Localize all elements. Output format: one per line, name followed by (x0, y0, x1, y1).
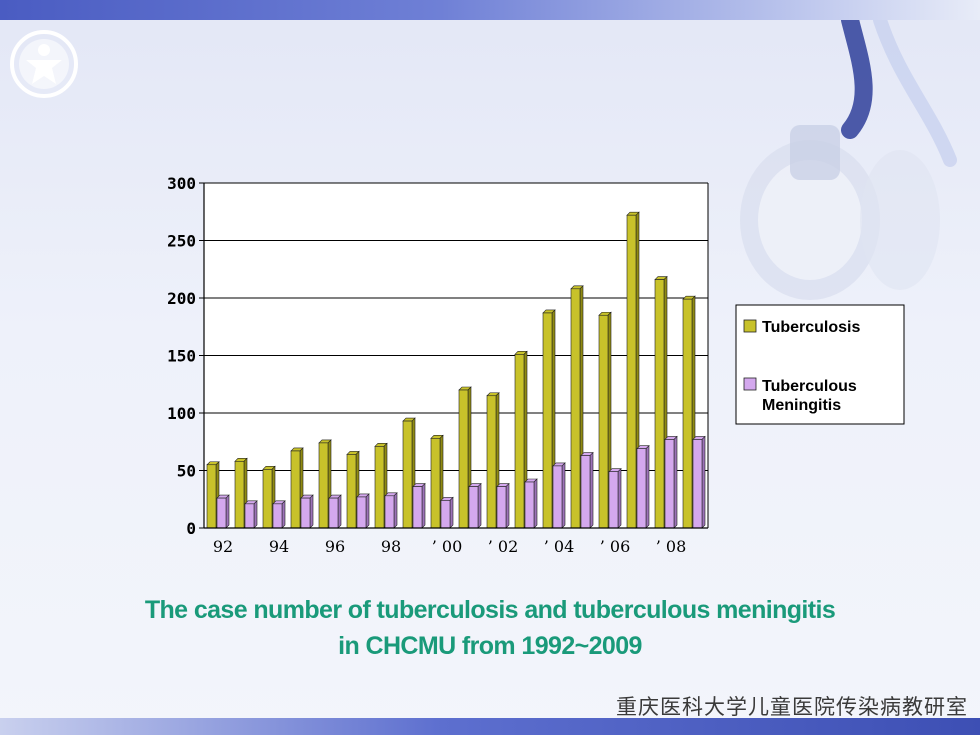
x-tick-label: ’ 06 (600, 537, 631, 556)
legend-label-tuberculosis: Tuberculosis (762, 319, 860, 336)
y-tick-label: 300 (167, 174, 196, 193)
x-tick-label: ’ 04 (544, 537, 575, 556)
bar-tuberculous-meningitis (580, 451, 594, 529)
bar-tuberculous-meningitis (692, 435, 706, 529)
chart-caption-line-1: The case number of tuberculosis and tube… (144, 596, 836, 624)
top-banner-bar (0, 0, 980, 20)
bar-tuberculous-meningitis (608, 467, 622, 529)
y-tick-label: 250 (167, 232, 196, 251)
x-tick-label: ’ 02 (488, 537, 519, 556)
bar-tuberculous-meningitis (216, 494, 230, 529)
bar-tuberculous-meningitis (244, 500, 258, 529)
bottom-banner-bar (0, 718, 980, 735)
x-tick-label: 98 (381, 537, 401, 556)
chart-caption-line-2: in CHCMU from 1992~2009 (338, 632, 642, 660)
bar-tuberculous-meningitis (468, 482, 482, 529)
department-footer: 重庆医科大学儿童医院传染病教研室 (616, 695, 968, 719)
bar-tuberculous-meningitis (356, 493, 370, 529)
legend-swatch-tuberculous-meningitis (743, 377, 757, 391)
stethoscope-icon (740, 20, 957, 300)
bar-tuberculous-meningitis (524, 478, 538, 529)
bar-tuberculous-meningitis (552, 462, 566, 529)
x-tick-label: 96 (325, 537, 345, 556)
bar-tuberculous-meningitis (300, 494, 314, 529)
x-tick-label: ’ 00 (432, 537, 463, 556)
x-tick-label: 94 (269, 537, 289, 556)
bar-tuberculous-meningitis (384, 492, 398, 529)
bar-tuberculous-meningitis (328, 494, 342, 529)
bar-tuberculous-meningitis (636, 444, 650, 529)
x-tick-label: ’ 08 (656, 537, 687, 556)
y-tick-label: 50 (177, 462, 196, 481)
y-tick-label: 200 (167, 289, 196, 308)
y-tick-label: 150 (167, 347, 196, 366)
legend-label-tuberculous-meningitis: Tuberculous Meningitis (762, 378, 857, 414)
bar-tuberculous-meningitis (496, 482, 510, 529)
y-tick-label: 0 (186, 519, 196, 538)
y-tick-label: 100 (167, 404, 196, 423)
x-tick-label: 92 (213, 537, 233, 556)
legend-swatch-tuberculosis (743, 319, 757, 333)
bar-tuberculous-meningitis (664, 435, 678, 529)
child-emblem-icon (10, 30, 78, 98)
bar-tuberculous-meningitis (440, 496, 454, 529)
bar-tuberculous-meningitis (272, 500, 286, 529)
bar-tuberculous-meningitis (412, 482, 426, 529)
legend-box (735, 304, 905, 425)
